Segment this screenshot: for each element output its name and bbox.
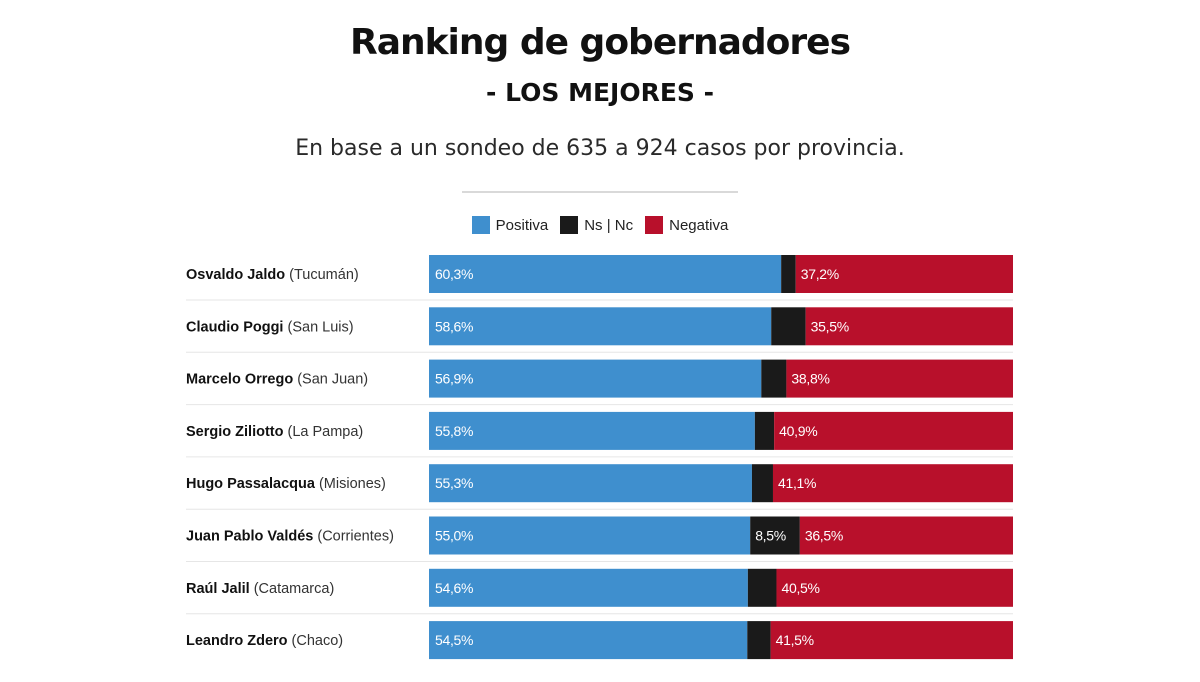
- label-positive: 54,6%: [435, 580, 473, 596]
- bar-nsnc: [747, 568, 777, 607]
- label-negative: 41,5%: [776, 632, 814, 648]
- bar-positive: [429, 411, 755, 450]
- bar-nsnc: [747, 621, 771, 660]
- governor-name: Leandro Zdero: [186, 633, 292, 649]
- legend-swatch-positive: [471, 216, 490, 234]
- bar-negative: [795, 255, 1013, 293]
- label-negative: 36,5%: [805, 528, 843, 544]
- bar-positive: [429, 568, 748, 607]
- chart-title: Ranking de gobernadores: [349, 22, 851, 63]
- bar-nsnc: [751, 464, 773, 503]
- province-name: (La Pampa): [288, 424, 364, 440]
- province-name: (Catamarca): [254, 581, 335, 597]
- label-nsnc: 8,5%: [755, 528, 786, 544]
- legend-label-negative: Negativa: [669, 216, 729, 234]
- legend-swatch-negative: [645, 216, 664, 234]
- bar-positive: [429, 516, 751, 555]
- bar-negative: [786, 359, 1013, 398]
- row-label: Osvaldo Jaldo (Tucumán): [186, 267, 359, 283]
- governor-name: Marcelo Orrego: [186, 372, 297, 388]
- bar-negative: [776, 568, 1013, 607]
- bar-positive: [429, 621, 748, 660]
- governor-name: Juan Pablo Valdés: [186, 529, 317, 545]
- bar-positive: [429, 307, 772, 346]
- governor-name: Hugo Passalacqua: [186, 476, 319, 492]
- legend-swatch-nsnc: [560, 216, 579, 234]
- row-label: Claudio Poggi (San Luis): [186, 319, 354, 335]
- label-positive: 55,8%: [435, 423, 473, 439]
- label-negative: 40,9%: [779, 423, 817, 439]
- bar-positive: [429, 464, 752, 503]
- province-name: (Tucumán): [289, 267, 359, 283]
- governor-name: Osvaldo Jaldo: [186, 267, 289, 283]
- row-label: Raúl Jalil (Catamarca): [186, 581, 334, 597]
- label-positive: 58,6%: [435, 318, 473, 334]
- bar-nsnc: [781, 255, 796, 293]
- legend-label-nsnc: Ns | Nc: [584, 216, 634, 234]
- bar-negative: [799, 516, 1013, 555]
- row-label: Marcelo Orrego (San Juan): [186, 372, 368, 388]
- label-negative: 40,5%: [781, 580, 819, 596]
- label-negative: 37,2%: [801, 266, 839, 282]
- bar-negative: [805, 307, 1013, 346]
- bar-nsnc: [771, 307, 806, 346]
- bar-nsnc: [761, 359, 787, 398]
- bar-negative: [774, 411, 1013, 450]
- legend-item-positive: Positiva: [471, 216, 549, 234]
- legend-item-nsnc: Ns | Nc: [560, 216, 633, 234]
- governor-name: Raúl Jalil: [186, 581, 254, 597]
- row-label: Juan Pablo Valdés (Corrientes): [186, 529, 394, 545]
- label-positive: 55,0%: [435, 528, 473, 544]
- province-name: (San Luis): [288, 319, 354, 335]
- province-name: (Misiones): [319, 476, 386, 492]
- governor-name: Sergio Ziliotto: [186, 424, 288, 440]
- chart-subtitle: - LOS MEJORES -: [485, 78, 714, 107]
- bar-negative: [770, 621, 1013, 660]
- label-positive: 56,9%: [435, 371, 473, 387]
- label-negative: 38,8%: [791, 371, 829, 387]
- province-name: (Chaco): [292, 633, 344, 649]
- label-positive: 55,3%: [435, 475, 473, 491]
- bar-positive: [429, 255, 782, 293]
- legend-item-negative: Negativa: [645, 216, 728, 234]
- row-label: Leandro Zdero (Chaco): [186, 633, 343, 649]
- label-positive: 60,3%: [435, 266, 473, 282]
- row-label: Hugo Passalacqua (Misiones): [186, 476, 386, 492]
- province-name: (San Juan): [297, 372, 368, 388]
- bar-nsnc: [754, 411, 775, 450]
- label-negative: 41,1%: [778, 475, 816, 491]
- label-negative: 35,5%: [811, 318, 849, 334]
- header-divider: [462, 191, 738, 193]
- bar-negative: [772, 464, 1013, 503]
- legend-label-positive: Positiva: [495, 216, 549, 234]
- bar-positive: [429, 359, 762, 398]
- province-name: (Corrientes): [317, 529, 394, 545]
- bar-nsnc: [750, 516, 800, 555]
- label-positive: 54,5%: [435, 632, 473, 648]
- row-label: Sergio Ziliotto (La Pampa): [186, 424, 363, 440]
- chart-legend: Positiva Ns | Nc Negativa: [0, 216, 1200, 234]
- governor-name: Claudio Poggi: [186, 319, 288, 335]
- chart-description: En base a un sondeo de 635 a 924 casos p…: [295, 136, 905, 161]
